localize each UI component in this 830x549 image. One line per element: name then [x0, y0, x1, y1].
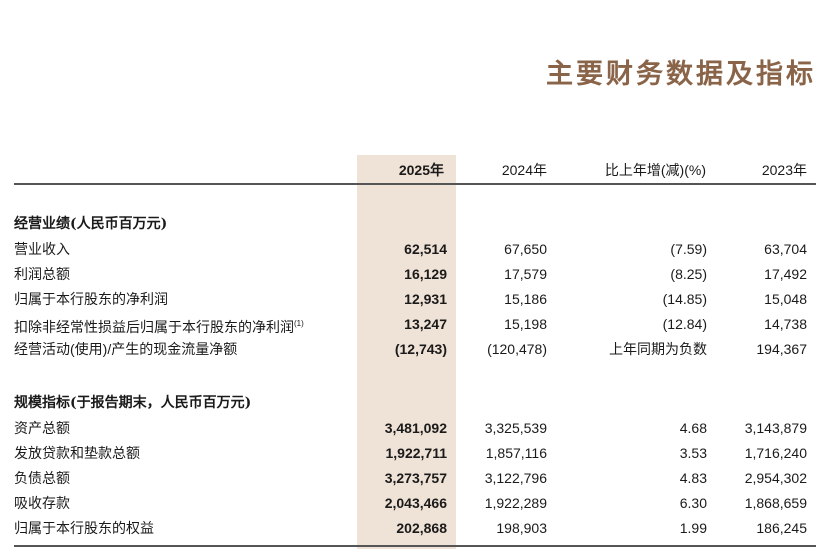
cell-2025: 202,868: [396, 520, 447, 536]
cell-2025: 3,273,757: [384, 470, 447, 486]
cell-2024: 67,650: [504, 241, 547, 257]
cell-change: 1.99: [679, 520, 707, 536]
cell-2025: (12,743): [394, 341, 447, 357]
cell-change: (7.59): [670, 241, 707, 257]
row-label-text: 扣除非经常性损益后归属于本行股东的净利润: [14, 319, 294, 335]
row-label: 利润总额: [14, 266, 70, 282]
row-label: 经营活动(使用)/产生的现金流量净额: [14, 341, 238, 357]
cell-change: 上年同期为负数: [609, 341, 707, 357]
cell-2023: 14,738: [764, 316, 807, 332]
footnote-marker: (1): [294, 319, 304, 328]
cell-2023: 186,245: [756, 520, 807, 536]
cell-change: (8.25): [670, 266, 707, 282]
cell-2023: 1,868,659: [744, 495, 807, 511]
cell-2023: 17,492: [764, 266, 807, 282]
cell-2025: 16,129: [404, 266, 447, 282]
column-header-2024: 2024年: [501, 162, 547, 178]
cell-change: 4.68: [679, 420, 707, 436]
cell-2024: 198,903: [496, 520, 547, 536]
cell-2024: 3,325,539: [484, 420, 547, 436]
cell-2023: 1,716,240: [744, 445, 807, 461]
cell-change: 3.53: [679, 445, 707, 461]
cell-2024: 1,922,289: [484, 495, 547, 511]
cell-change: 6.30: [679, 495, 707, 511]
cell-2025: 62,514: [404, 241, 447, 257]
row-label: 发放贷款和垫款总额: [14, 445, 140, 461]
cell-2023: 15,048: [764, 291, 807, 307]
column-header-2023: 2023年: [761, 162, 807, 178]
footer-rule: [14, 545, 816, 547]
cell-change: (14.85): [662, 291, 707, 307]
row-label: 负债总额: [14, 470, 70, 486]
page-title: 主要财务数据及指标: [546, 59, 816, 90]
cell-2025: 13,247: [404, 316, 447, 332]
row-label: 归属于本行股东的净利润: [14, 291, 168, 307]
row-label: 吸收存款: [14, 495, 70, 511]
cell-2024: 1,857,116: [485, 445, 547, 461]
header-rule: [14, 183, 816, 185]
cell-2025: 2,043,466: [384, 495, 447, 511]
section-title-scale: 规模指标(于报告期末，人民币百万元): [14, 395, 252, 411]
section-title-operating: 经营业绩(人民币百万元): [14, 216, 168, 232]
cell-2023: 2,954,302: [744, 470, 807, 486]
cell-2023: 3,143,879: [744, 420, 807, 436]
cell-2024: 3,122,796: [484, 470, 547, 486]
cell-2025: 3,481,092: [384, 420, 447, 436]
cell-2024: (120,478): [487, 341, 547, 357]
cell-2023: 194,367: [756, 341, 807, 357]
current-year-highlight: [357, 155, 456, 549]
cell-2024: 15,198: [504, 316, 547, 332]
cell-2023: 63,704: [764, 241, 807, 257]
cell-2025: 12,931: [404, 291, 447, 307]
row-label: 归属于本行股东的权益: [14, 520, 154, 536]
cell-2025: 1,922,711: [385, 445, 447, 461]
column-header-change: 比上年增(减)(%): [604, 162, 706, 178]
cell-2024: 15,186: [504, 291, 547, 307]
column-header-2025: 2025年: [398, 162, 444, 178]
cell-change: (12.84): [662, 316, 707, 332]
row-label: 扣除非经常性损益后归属于本行股东的净利润(1): [14, 315, 304, 336]
cell-change: 4.83: [679, 470, 707, 486]
row-label: 资产总额: [14, 420, 70, 436]
cell-2024: 17,579: [504, 266, 547, 282]
row-label: 营业收入: [14, 241, 70, 257]
